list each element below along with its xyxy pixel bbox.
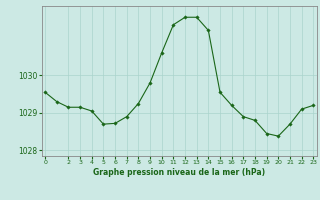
X-axis label: Graphe pression niveau de la mer (hPa): Graphe pression niveau de la mer (hPa) (93, 168, 265, 177)
